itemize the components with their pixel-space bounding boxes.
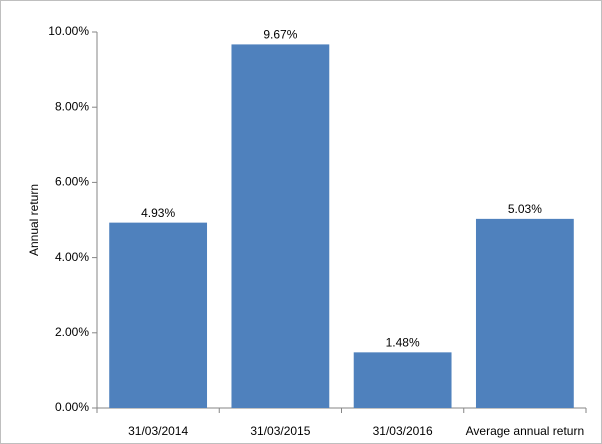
bar <box>109 222 208 408</box>
bar <box>231 44 330 409</box>
x-tick-label: 31/03/2016 <box>373 424 433 438</box>
value-label: 9.67% <box>263 28 297 42</box>
y-tick-label: 2.00% <box>55 325 89 339</box>
x-tick-label: 31/03/2015 <box>250 424 310 438</box>
y-tick-label: 6.00% <box>55 175 89 189</box>
value-label: 1.48% <box>386 336 420 350</box>
value-label: 4.93% <box>141 206 175 220</box>
y-tick-label: 0.00% <box>55 400 89 414</box>
x-tick-label: 31/03/2014 <box>128 424 188 438</box>
y-tick-label: 8.00% <box>55 99 89 113</box>
y-tick-label: 4.00% <box>55 250 89 264</box>
y-axis-title: Annual return <box>27 184 41 256</box>
bar <box>475 218 574 408</box>
bar <box>353 352 452 408</box>
y-tick-label: 10.00% <box>48 24 89 38</box>
value-label: 5.03% <box>508 202 542 216</box>
x-tick-label: Average annual return <box>466 424 585 438</box>
